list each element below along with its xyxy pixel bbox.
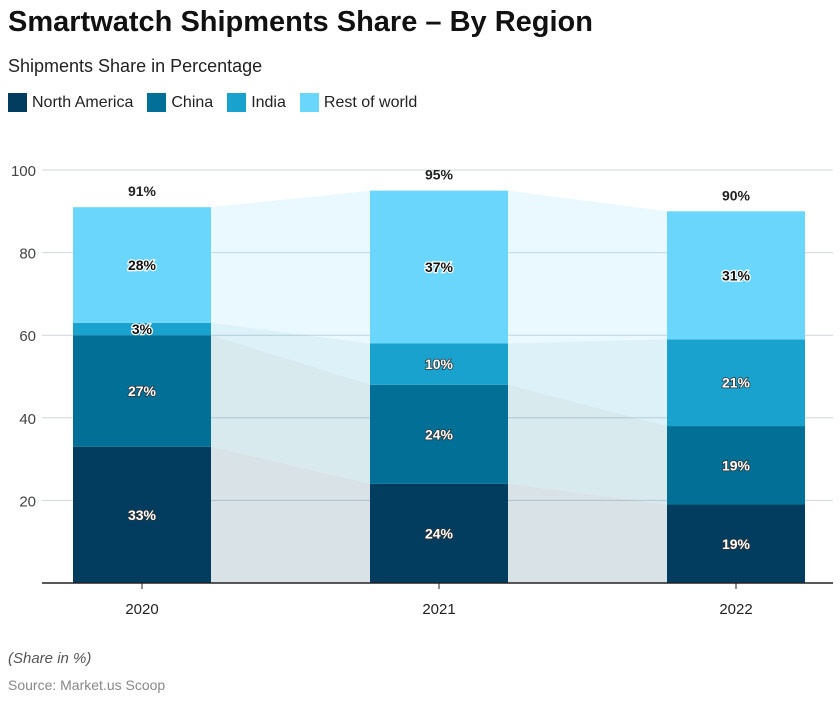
legend-label: Rest of world [323,93,418,111]
chart-source: Source: Market.us Scoop [8,677,166,693]
bar-segment [667,426,805,505]
chart-note: (Share in %) [8,650,92,667]
legend-item-india: India [227,93,286,112]
bar-segment [667,504,805,583]
data-label: 37% [425,259,454,275]
data-label: 33% [128,507,157,523]
y-tick-label: 80 [19,246,36,263]
connector-area [211,322,370,385]
connector-area [508,384,667,505]
bar-segment [73,446,211,583]
data-label: 21% [722,375,751,391]
chart-title: Smartwatch Shipments Share – By Region [8,6,593,38]
connector-area [211,335,370,484]
connector-area [508,339,667,427]
bar-segment [667,339,805,427]
legend-label: India [251,93,286,111]
data-label: 19% [722,536,751,552]
connector-area [211,446,370,583]
x-tick-label: 2022 [719,601,752,618]
data-label: 24% [425,426,454,442]
bar-segment [667,211,805,340]
legend-swatch [299,93,319,112]
bar-segment [73,335,211,447]
x-tick-label: 2021 [422,601,455,618]
legend-swatch [227,93,247,112]
data-label: 28% [128,257,157,273]
legend-swatch [8,93,27,112]
legend-item-north-america: North America [8,93,133,112]
x-tick-label: 2020 [125,601,158,618]
data-label: 27% [128,383,157,399]
connector-area [211,190,370,344]
legend-item-rest-of-world: Rest of world [299,93,418,112]
data-label: 3% [132,321,153,337]
bar-segment [73,207,211,323]
bar-segment [370,483,508,583]
chart-subtitle: Shipments Share in Percentage [8,56,263,76]
y-tick-label: 100 [11,163,36,180]
data-label: 24% [425,525,454,541]
legend: North America China India Rest of world [8,93,417,112]
bar-segment [370,190,508,344]
total-label: 90% [722,187,751,203]
bar-segment [370,343,508,385]
y-tick-label: 40 [19,411,36,428]
connector-area [508,483,667,583]
y-tick-label: 60 [19,328,36,345]
legend-item-china: China [147,93,213,112]
connector-area [508,190,667,344]
legend-label: North America [32,93,134,111]
bar-segment [73,322,211,336]
data-label: 10% [425,356,454,372]
bar-segment [370,384,508,484]
data-label: 31% [722,267,751,283]
total-label: 91% [128,183,157,199]
data-label: 19% [722,457,751,473]
y-tick-label: 20 [19,493,36,510]
total-label: 95% [425,167,454,183]
legend-label: China [171,93,214,111]
legend-swatch [147,93,167,112]
